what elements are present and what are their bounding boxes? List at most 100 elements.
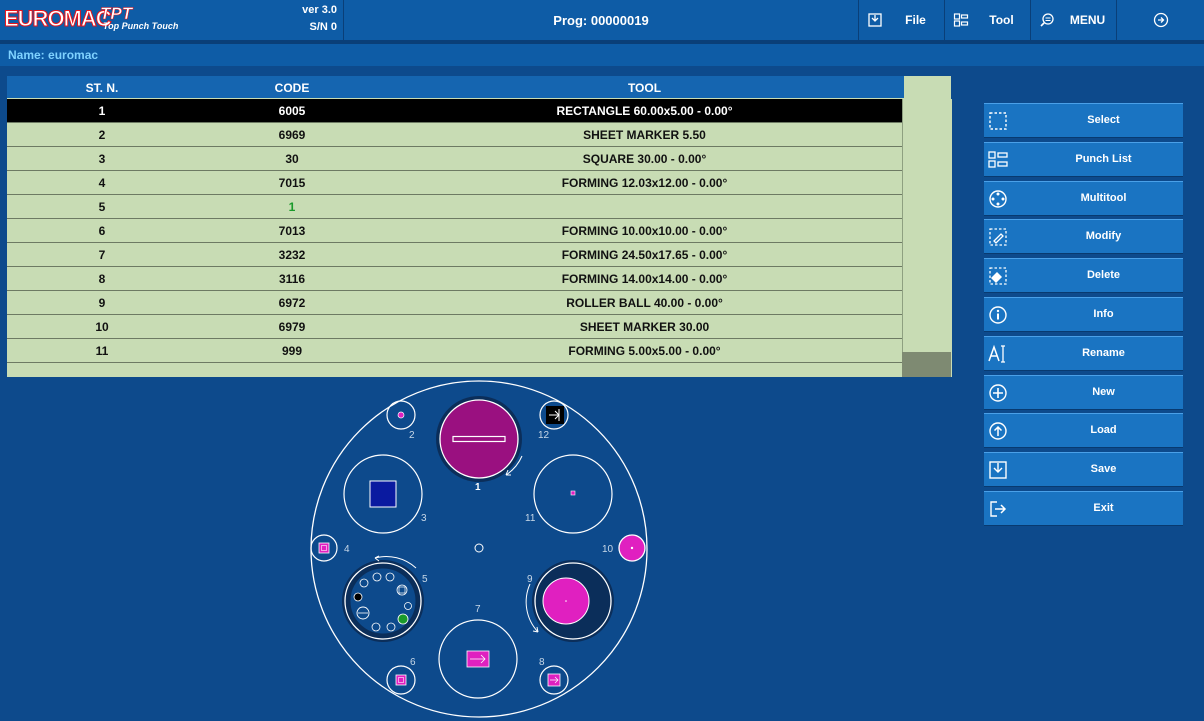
cell-st: 11 bbox=[95, 344, 109, 358]
serial-label: S/N 0 bbox=[309, 21, 337, 33]
table-row[interactable]: 9 6972 ROLLER BALL 40.00 - 0.00° bbox=[7, 291, 902, 315]
program-name: Name: euromac bbox=[8, 48, 99, 62]
column-st: ST. N. bbox=[85, 81, 119, 95]
file-label: File bbox=[905, 13, 926, 27]
modify-button[interactable]: Modify bbox=[984, 219, 1183, 255]
file-icon bbox=[868, 13, 882, 27]
station-5[interactable] bbox=[342, 555, 424, 642]
station-label-2: 2 bbox=[409, 430, 415, 441]
station-12[interactable] bbox=[539, 400, 569, 430]
cell-tool: SHEET MARKER 5.50 bbox=[583, 128, 706, 142]
station-2[interactable] bbox=[386, 400, 416, 430]
station-7[interactable] bbox=[438, 619, 518, 699]
table-row[interactable]: 8 3116 FORMING 14.00x14.00 - 0.00° bbox=[7, 267, 902, 291]
table-scrollbar[interactable] bbox=[902, 99, 952, 377]
program-title: Prog: 00000019 bbox=[344, 0, 859, 40]
load-button[interactable]: Load bbox=[984, 413, 1183, 449]
menu-label: MENU bbox=[1069, 13, 1106, 27]
cell-code: 30 bbox=[285, 152, 299, 166]
cell-st: 2 bbox=[98, 128, 106, 142]
cell-st: 3 bbox=[98, 152, 106, 166]
table-row[interactable]: 3 30 SQUARE 30.00 - 0.00° bbox=[7, 147, 902, 171]
multitool-icon bbox=[989, 189, 1007, 208]
table-body: 1 6005 RECTANGLE 60.00x5.00 - 0.00° 2 69… bbox=[7, 99, 902, 363]
station-label-6: 6 bbox=[410, 657, 416, 668]
exit-top-button[interactable] bbox=[1117, 0, 1204, 40]
new-button[interactable]: New bbox=[984, 374, 1183, 410]
table-row[interactable]: 1 6005 RECTANGLE 60.00x5.00 - 0.00° bbox=[7, 99, 902, 123]
load-label: Load bbox=[1090, 424, 1117, 437]
delete-icon bbox=[989, 267, 1007, 285]
cell-code: 6979 bbox=[278, 320, 306, 334]
table-row[interactable]: 4 7015 FORMING 12.03x12.00 - 0.00° bbox=[7, 171, 902, 195]
cell-code: 6972 bbox=[278, 296, 306, 310]
cell-tool: SHEET MARKER 30.00 bbox=[579, 320, 710, 334]
tool-label: Tool bbox=[989, 13, 1014, 27]
table-row[interactable]: 10 6979 SHEET MARKER 30.00 bbox=[7, 315, 902, 339]
rename-button[interactable]: Rename bbox=[984, 335, 1183, 371]
exit-circle-icon bbox=[1153, 12, 1168, 28]
rename-icon bbox=[988, 344, 1005, 363]
cell-st: 5 bbox=[98, 200, 106, 214]
exit-label: Exit bbox=[1093, 501, 1114, 514]
table-row[interactable]: 11 999 FORMING 5.00x5.00 - 0.00° bbox=[7, 339, 902, 363]
station-label-8: 8 bbox=[539, 657, 545, 668]
tpt-subtitle: Top Punch Touch bbox=[103, 21, 179, 31]
turret-diagram: 1 2 12 3 11 4 10 bbox=[310, 380, 648, 718]
modify-label: Modify bbox=[1085, 230, 1122, 243]
cell-st: 8 bbox=[98, 272, 106, 286]
station-label-3: 3 bbox=[421, 513, 427, 524]
station-9[interactable] bbox=[525, 560, 614, 642]
cell-st: 1 bbox=[98, 104, 106, 118]
delete-label: Delete bbox=[1086, 269, 1121, 282]
punch-list-icon bbox=[988, 151, 1008, 168]
save-button[interactable]: Save bbox=[984, 452, 1183, 488]
station-8[interactable] bbox=[539, 665, 569, 695]
station-11[interactable] bbox=[533, 454, 613, 534]
info-button[interactable]: Info bbox=[984, 296, 1183, 332]
file-button[interactable]: File bbox=[859, 0, 945, 40]
exit-icon bbox=[990, 501, 1007, 517]
top-divider bbox=[0, 40, 1204, 44]
cell-code: 1 bbox=[288, 200, 296, 214]
cell-tool: RECTANGLE 60.00x5.00 - 0.00° bbox=[556, 104, 733, 118]
turret-center bbox=[474, 543, 484, 553]
station-label-9: 9 bbox=[527, 574, 533, 585]
table-row[interactable]: 6 7013 FORMING 10.00x10.00 - 0.00° bbox=[7, 219, 902, 243]
version-info: ver 3.0 S/N 0 bbox=[302, 2, 337, 36]
new-label: New bbox=[1092, 385, 1115, 398]
info-icon bbox=[989, 306, 1007, 324]
cell-st: 10 bbox=[95, 320, 109, 334]
station-label-12: 12 bbox=[538, 430, 550, 441]
tool-table: ST. N. CODE TOOL 1 6005 RECTANGLE 60.00x… bbox=[7, 76, 952, 377]
menu-button[interactable]: MENU bbox=[1031, 0, 1117, 40]
punch-list-button[interactable]: Punch List bbox=[984, 141, 1183, 177]
table-row[interactable]: 2 6969 SHEET MARKER 5.50 bbox=[7, 123, 902, 147]
cell-tool: ROLLER BALL 40.00 - 0.00° bbox=[566, 296, 723, 310]
column-tool: TOOL bbox=[627, 81, 662, 95]
station-3[interactable] bbox=[343, 454, 423, 534]
cell-tool: FORMING 12.03x12.00 - 0.00° bbox=[561, 176, 728, 190]
table-row[interactable]: 5 1 bbox=[7, 195, 902, 219]
station-10[interactable] bbox=[618, 534, 646, 562]
tool-button[interactable]: Tool bbox=[945, 0, 1031, 40]
scrollbar-thumb[interactable] bbox=[902, 352, 951, 377]
station-label-10: 10 bbox=[602, 544, 614, 555]
select-button[interactable]: Select bbox=[984, 103, 1183, 138]
brand-area: EUROMAC TPT Top Punch Touch ver 3.0 S/N … bbox=[0, 0, 344, 40]
station-6[interactable] bbox=[386, 665, 416, 695]
cell-st: 7 bbox=[98, 248, 106, 262]
exit-button[interactable]: Exit bbox=[984, 490, 1183, 526]
cell-code: 6005 bbox=[278, 104, 306, 118]
multitool-button[interactable]: Multitool bbox=[984, 180, 1183, 216]
cell-tool: FORMING 14.00x14.00 - 0.00° bbox=[561, 272, 728, 286]
delete-button[interactable]: Delete bbox=[984, 258, 1183, 294]
table-row[interactable]: 7 3232 FORMING 24.50x17.65 - 0.00° bbox=[7, 243, 902, 267]
rename-label: Rename bbox=[1082, 346, 1125, 359]
station-label-4: 4 bbox=[344, 544, 350, 555]
cell-tool: FORMING 10.00x10.00 - 0.00° bbox=[561, 224, 728, 238]
station-1[interactable] bbox=[436, 396, 523, 482]
station-4[interactable] bbox=[310, 534, 338, 562]
tool-icon bbox=[953, 13, 969, 27]
load-icon bbox=[989, 422, 1007, 441]
